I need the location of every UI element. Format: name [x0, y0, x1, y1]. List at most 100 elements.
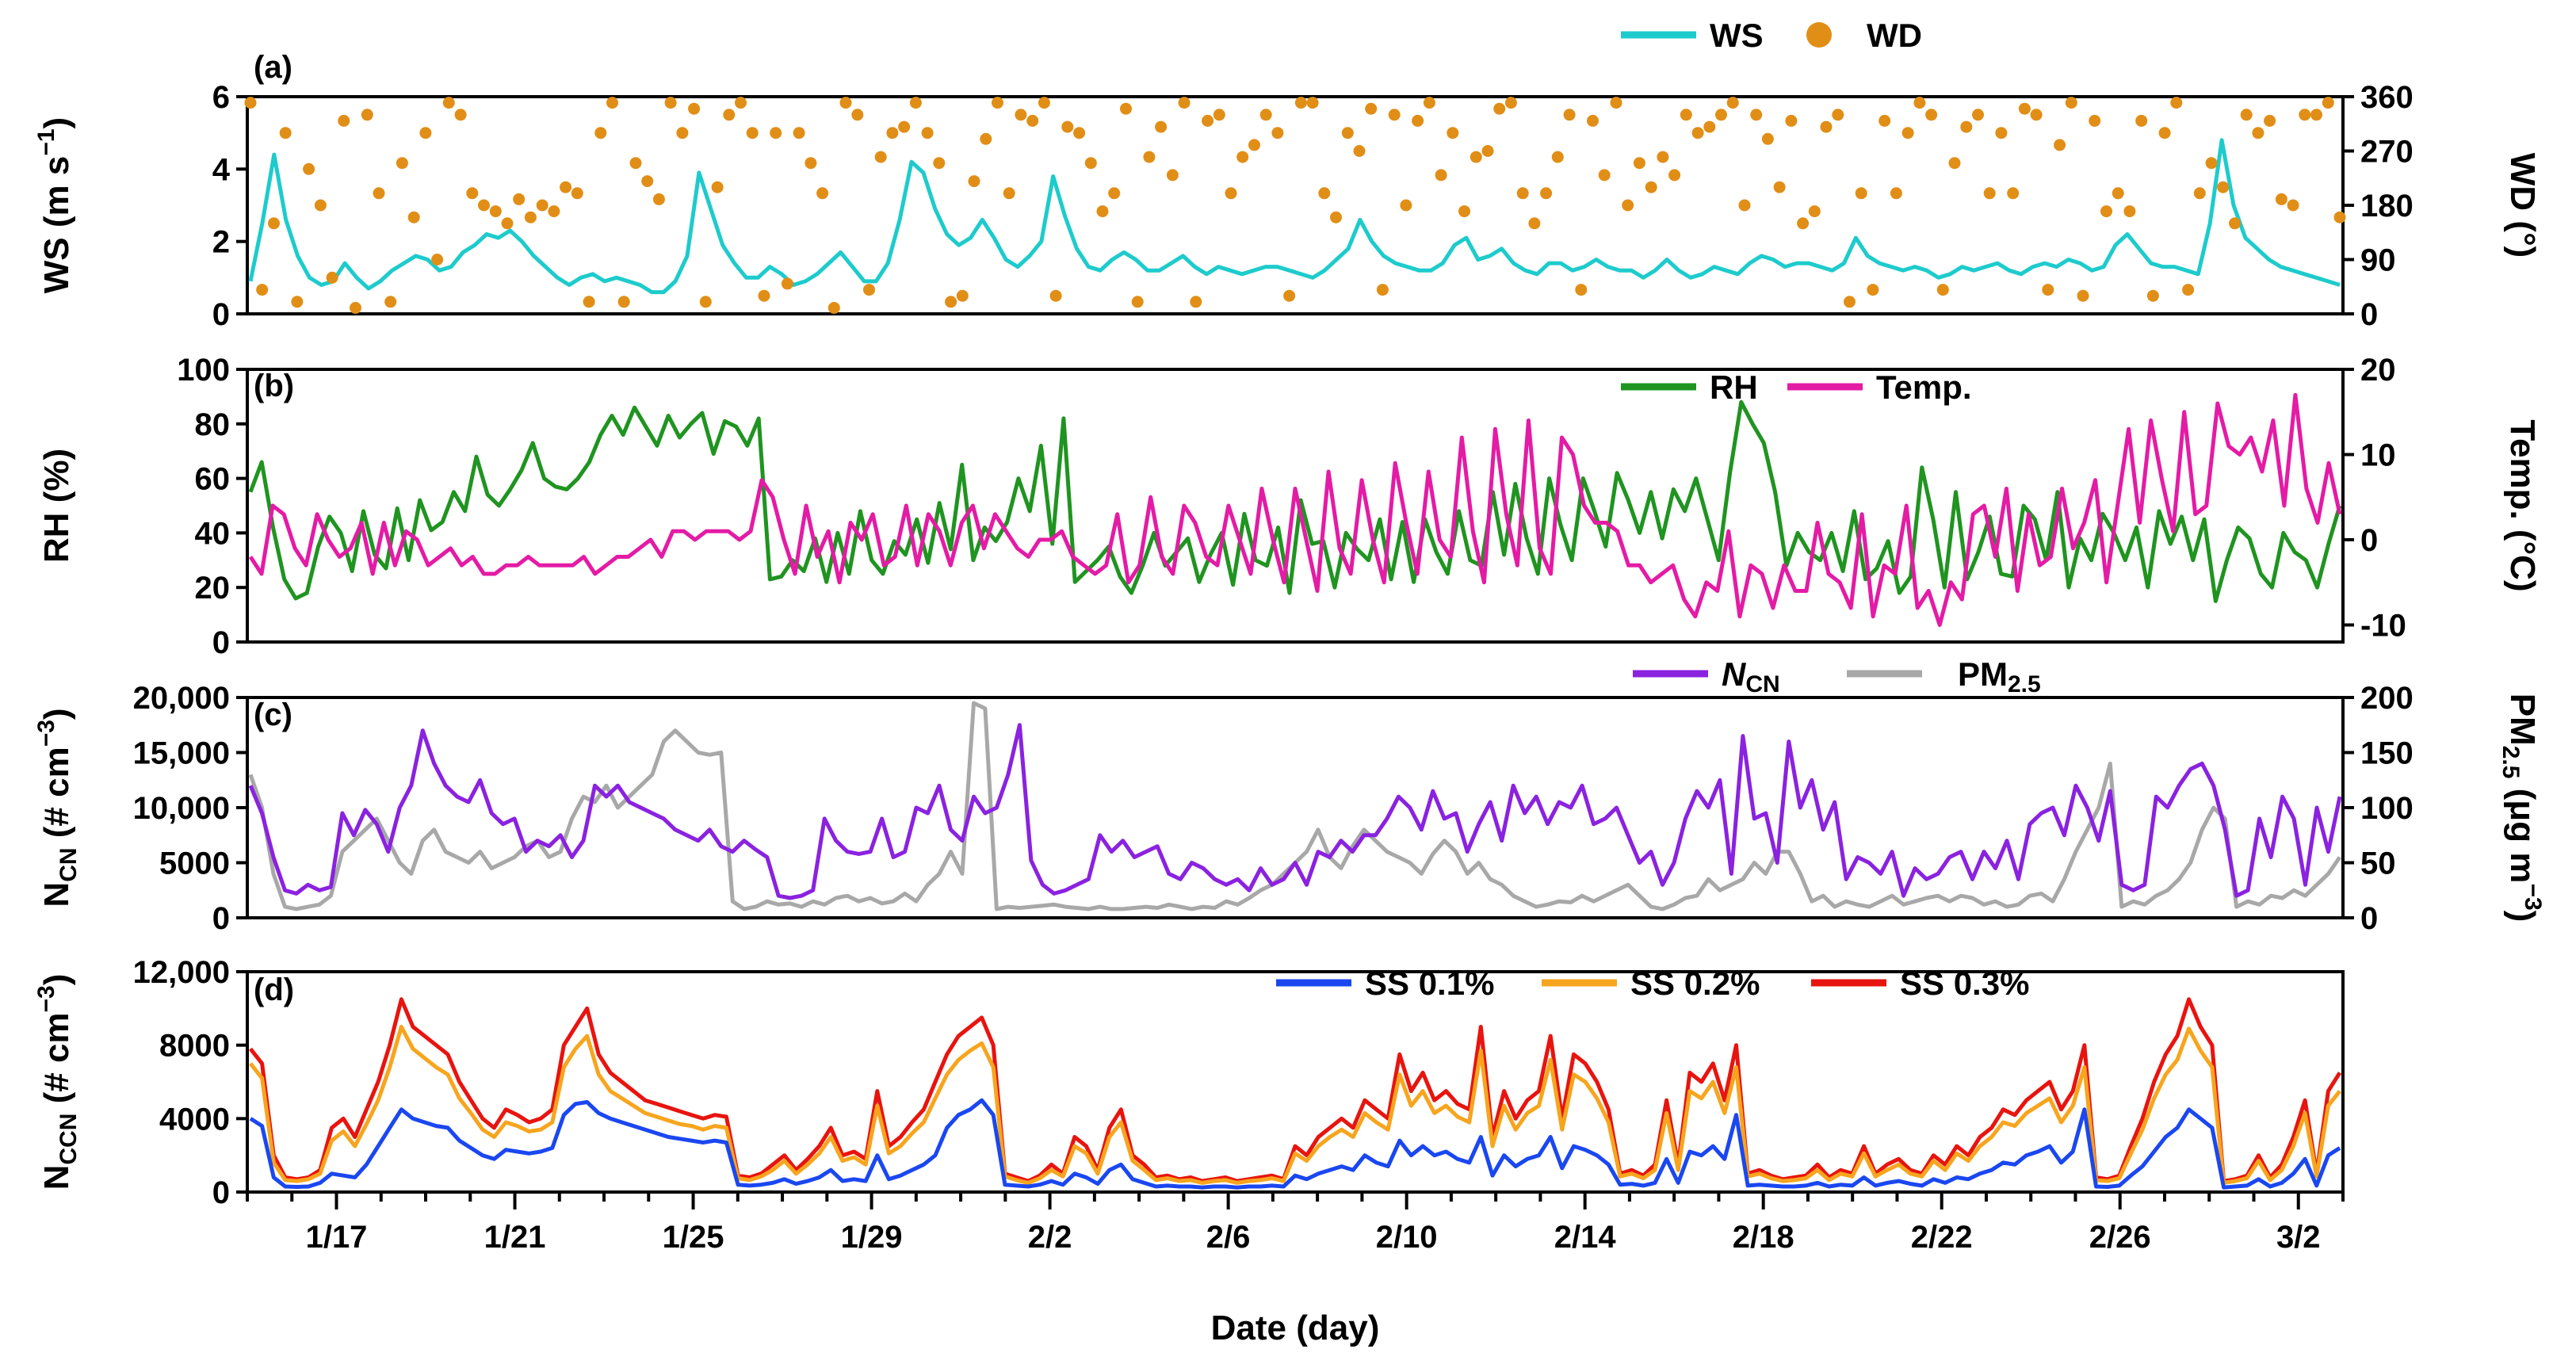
wd-axis-tick-label: 90 — [2360, 243, 2396, 278]
x-axis-label: Date (day) — [1211, 1309, 1380, 1347]
rh-axis-tick-label: 40 — [195, 516, 231, 551]
legend-pm-label: PM2.5 — [1958, 655, 2041, 697]
legend-rh-label: RH — [1710, 369, 1758, 406]
wd-point — [816, 187, 829, 200]
wd-point — [1540, 187, 1553, 200]
wd-point — [1633, 157, 1645, 170]
wd-point — [1563, 109, 1576, 121]
wd-point — [1447, 127, 1459, 139]
panel-c-label: (c) — [254, 697, 292, 732]
wd-point — [1049, 289, 1062, 302]
wd-point — [1481, 145, 1494, 157]
wd-point — [2030, 109, 2043, 121]
x-tick-label: 1/17 — [306, 1220, 368, 1255]
wd-point — [617, 296, 630, 308]
panel-a-wd-points — [244, 97, 2346, 314]
wd-point — [524, 211, 537, 224]
wd-point — [1084, 157, 1097, 170]
wd-point — [2275, 193, 2287, 205]
wd-point — [2333, 211, 2346, 224]
panel-b-label: (b) — [254, 369, 294, 403]
x-tick-label: 2/22 — [1911, 1220, 1973, 1255]
wd-point — [583, 296, 595, 308]
wd-point — [1657, 151, 1669, 163]
wd-point — [501, 217, 514, 230]
wd-point — [536, 199, 548, 212]
wd-point — [711, 181, 724, 193]
pm25-axis-tick-label: 0 — [2360, 901, 2378, 936]
wd-point — [2205, 157, 2218, 170]
wd-point — [1680, 109, 1692, 121]
ws-axis-tick-label: 2 — [212, 225, 230, 260]
wd-point — [1551, 151, 1564, 163]
wd-point — [992, 97, 1003, 109]
panel-a-ylabel-right: WD (°) — [2503, 153, 2542, 258]
wd-point — [968, 175, 980, 188]
wd-point — [268, 217, 280, 230]
wd-point — [2193, 187, 2206, 200]
panel-b-left-axis: 0 20 40 60 80 100 — [177, 353, 247, 660]
wd-point — [909, 97, 922, 109]
wd-point — [1575, 284, 1588, 296]
ncn-axis-tick-label: 10,000 — [133, 791, 230, 826]
panel-d: 0 4000 8000 12,000 1/17 1/21 1/25 1/29 2/2 2/6 2/… — [33, 955, 2345, 1347]
wd-point — [1038, 97, 1050, 109]
panel-d-ss01-line — [249, 1098, 2341, 1190]
nccn-axis-tick-label: 4000 — [159, 1102, 230, 1137]
wd-point — [2322, 97, 2334, 109]
ncn-axis-tick-label: 15,000 — [133, 736, 230, 771]
ss01-line — [249, 1098, 2341, 1190]
wd-point — [1155, 120, 1168, 133]
wd-point — [1797, 217, 1810, 230]
panel-a-legend: WS WD — [1621, 17, 1922, 54]
panel-a-ws-line — [248, 138, 2341, 295]
wd-point — [1901, 127, 1914, 139]
wd-point — [2135, 114, 2148, 127]
x-tick-label: 3/2 — [2276, 1220, 2321, 1255]
x-tick-label: 2/2 — [1028, 1220, 1072, 1255]
wd-point — [1213, 109, 1225, 121]
wd-point — [1423, 97, 1435, 109]
wd-point — [688, 102, 701, 115]
rh-axis-tick-label: 80 — [195, 407, 231, 442]
wd-point — [1178, 97, 1191, 109]
x-tick-label: 1/25 — [663, 1220, 724, 1255]
wd-point — [2229, 217, 2241, 230]
nccn-axis-tick-label: 12,000 — [133, 955, 230, 990]
wd-point — [1832, 109, 1844, 121]
wd-point — [1504, 97, 1517, 109]
wd-point — [1948, 157, 1961, 170]
ws-axis-tick-label: 6 — [212, 80, 230, 115]
panel-d-ss03-line — [249, 997, 2342, 1183]
x-tick-label: 2/10 — [1376, 1220, 1438, 1255]
wd-point — [1073, 127, 1086, 139]
wd-point — [1400, 199, 1412, 212]
wd-axis-tick-label: 180 — [2360, 189, 2414, 224]
wd-point — [1015, 109, 1027, 121]
wd-point — [1248, 139, 1260, 151]
wd-point — [1259, 109, 1272, 121]
wd-point — [1225, 187, 1237, 200]
legend-ncn-label: NCN — [1722, 655, 1780, 697]
wd-point — [2065, 97, 2077, 109]
wd-point — [1773, 181, 1786, 193]
wd-point — [1691, 127, 1704, 139]
wd-point — [279, 127, 292, 139]
x-tick-label: 1/29 — [841, 1220, 903, 1255]
wd-point — [1972, 109, 1984, 121]
wd-point — [1703, 120, 1716, 133]
panel-b: 0 20 40 60 80 100 -10 0 10 20 (b) RH Temp. RH (%… — [37, 353, 2542, 660]
x-tick-label: 2/18 — [1733, 1220, 1794, 1255]
wd-point — [1820, 120, 1833, 133]
wd-point — [1061, 120, 1074, 133]
wd-point — [419, 127, 432, 139]
wd-point — [1622, 199, 1634, 212]
wd-point — [2112, 187, 2124, 200]
wd-point — [396, 157, 408, 170]
wd-point — [1306, 97, 1319, 109]
wd-point — [2100, 205, 2112, 218]
wd-point — [1458, 205, 1470, 218]
wd-point — [652, 193, 665, 205]
wd-point — [1493, 102, 1506, 115]
